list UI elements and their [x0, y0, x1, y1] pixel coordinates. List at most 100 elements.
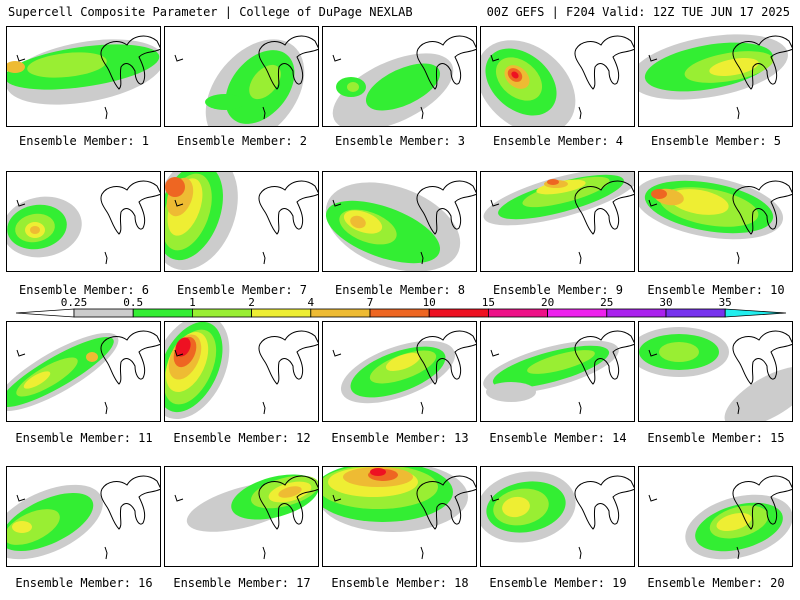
scp-map — [332, 35, 476, 126]
coast-outline — [104, 546, 108, 560]
coast-outline — [736, 106, 740, 120]
colorbar-tick-label: 15 — [482, 296, 495, 309]
colorbar-segment — [251, 308, 312, 318]
border-outline — [490, 199, 500, 207]
scp-contour — [12, 521, 32, 533]
colorbar-segment — [369, 308, 430, 318]
great-lakes-outline — [574, 180, 634, 235]
border-outline — [648, 494, 658, 502]
great-lakes-outline — [732, 180, 792, 235]
border-outline — [16, 199, 26, 207]
border-outline — [490, 54, 500, 62]
colorbar-tick-label: 1 — [189, 296, 196, 309]
scp-map — [174, 474, 318, 560]
border-outline — [648, 54, 658, 62]
great-lakes-outline — [100, 330, 160, 385]
colorbar-segment — [547, 308, 608, 318]
coast-outline — [262, 401, 266, 415]
scp-contour — [30, 226, 40, 234]
colorbar-tick-label: 10 — [423, 296, 436, 309]
great-lakes-outline — [258, 35, 318, 90]
coast-outline — [578, 546, 582, 560]
great-lakes-outline — [732, 475, 792, 530]
scp-contour — [27, 52, 107, 78]
ensemble-member-map — [480, 466, 635, 567]
great-lakes-outline — [100, 35, 160, 90]
colorbar-segment — [665, 308, 726, 318]
scp-contour — [502, 496, 530, 518]
colorbar-tick-label: 7 — [367, 296, 374, 309]
colorbar-tick-label: 4 — [307, 296, 314, 309]
border-outline — [490, 494, 500, 502]
border-outline — [332, 54, 342, 62]
great-lakes-outline — [258, 475, 318, 530]
scp-contour — [385, 352, 421, 372]
scp-contour — [511, 71, 519, 79]
ensemble-member-map — [164, 26, 319, 127]
ensemble-member-map — [638, 466, 793, 567]
scp-map — [639, 327, 792, 421]
scp-contour — [527, 350, 595, 374]
ensemble-member-label: Ensemble Member: 7 — [176, 283, 308, 297]
ensemble-member-label: Ensemble Member: 15 — [647, 431, 785, 445]
scp-map — [481, 471, 634, 560]
great-lakes-outline — [100, 180, 160, 235]
border-outline — [648, 349, 658, 357]
border-outline — [174, 494, 184, 502]
colorbar-tick-label: 0.5 — [123, 296, 143, 309]
ensemble-member-label: Ensemble Member: 6 — [18, 283, 150, 297]
ensemble-member-label: Ensemble Member: 19 — [489, 576, 627, 590]
coast-outline — [104, 106, 108, 120]
great-lakes-outline — [416, 475, 476, 530]
great-lakes-outline — [732, 330, 792, 385]
scp-map — [7, 475, 160, 560]
scp-contour — [23, 371, 51, 389]
ensemble-member-label: Ensemble Member: 16 — [15, 576, 153, 590]
colorbar-left-arrow — [15, 308, 75, 318]
coast-outline — [104, 401, 108, 415]
coast-outline — [262, 546, 266, 560]
coast-outline — [262, 106, 266, 120]
border-outline — [648, 199, 658, 207]
scp-map — [7, 35, 160, 120]
colorbar-right-arrow — [724, 308, 787, 318]
ensemble-member-label: Ensemble Member: 10 — [647, 283, 785, 297]
border-outline — [174, 199, 184, 207]
ensemble-member-map — [6, 321, 161, 422]
scp-contour — [651, 189, 667, 199]
ensemble-member-map — [480, 26, 635, 127]
coast-outline — [104, 251, 108, 265]
border-outline — [490, 349, 500, 357]
ensemble-member-map — [164, 466, 319, 567]
scp-map — [483, 172, 634, 265]
colorbar-segment — [428, 308, 489, 318]
scp-contour — [669, 189, 729, 215]
border-outline — [332, 349, 342, 357]
scp-map — [7, 180, 160, 265]
great-lakes-outline — [258, 330, 318, 385]
coast-outline — [578, 401, 582, 415]
colorbar-segment — [132, 308, 193, 318]
ensemble-member-label: Ensemble Member: 20 — [647, 576, 785, 590]
colorbar-segment — [606, 308, 667, 318]
border-outline — [174, 54, 184, 62]
scp-map — [639, 34, 792, 120]
scp-map — [332, 330, 476, 415]
ensemble-member-label: Ensemble Member: 3 — [334, 134, 466, 148]
colorbar-tick-label: 2 — [248, 296, 255, 309]
scp-contour — [205, 94, 245, 110]
colorbar-tick-label: 20 — [541, 296, 554, 309]
great-lakes-outline — [574, 330, 634, 385]
scp-contour — [365, 63, 441, 111]
scp-contour — [7, 61, 25, 73]
ensemble-member-map — [638, 171, 793, 272]
colorbar-segment — [310, 308, 371, 318]
ensemble-member-map — [164, 321, 319, 422]
great-lakes-outline — [416, 35, 476, 90]
ensemble-member-map — [164, 171, 319, 272]
scp-map — [648, 475, 792, 560]
colorbar-segment — [191, 308, 252, 318]
ensemble-member-label: Ensemble Member: 13 — [331, 431, 469, 445]
scp-map — [165, 172, 318, 271]
scp-contour — [347, 82, 359, 92]
